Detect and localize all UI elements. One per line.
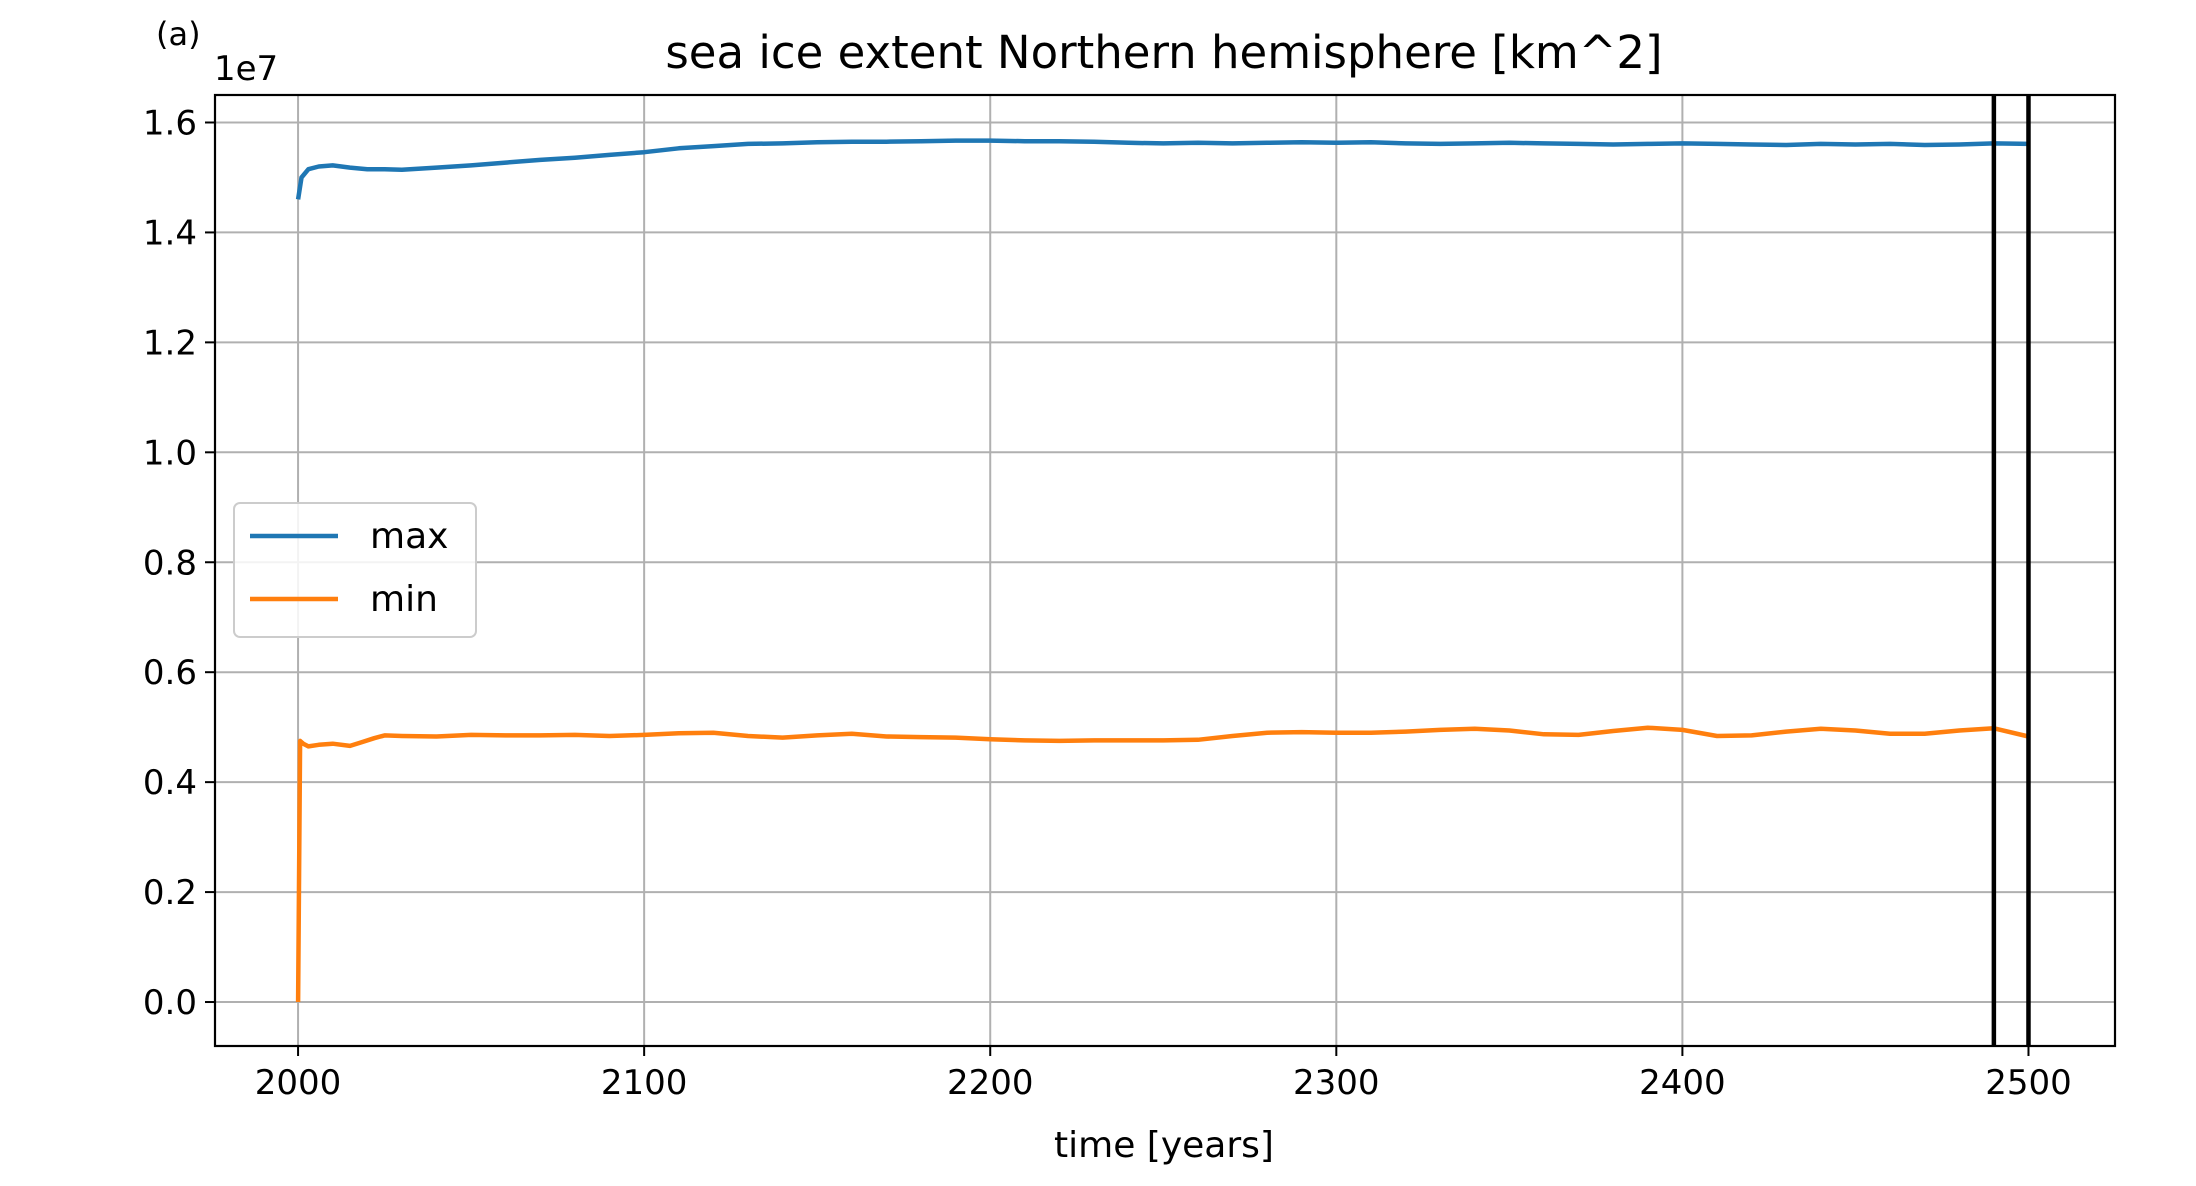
x-tick-label: 2500: [1985, 1063, 2072, 1103]
y-tick-label: 0.4: [143, 763, 197, 803]
x-tick-label: 2300: [1293, 1063, 1380, 1103]
y-tick-label: 1.4: [143, 213, 197, 253]
plot-frame: [213, 93, 2117, 1048]
x-tick-label: 2400: [1639, 1063, 1726, 1103]
legend: max min: [233, 502, 477, 638]
y-tick-label: 0.2: [143, 873, 197, 913]
series-line-min: [295, 725, 2030, 1003]
x-tick-label: 2000: [255, 1063, 342, 1103]
panel-tag: (a): [156, 15, 201, 53]
y-tick-label: 0.8: [143, 543, 197, 583]
x-tick-label: 2100: [601, 1063, 688, 1103]
x-axis-label: time [years]: [1054, 1125, 1274, 1166]
y-tick-label: 1.0: [143, 433, 197, 473]
y-tick-label: 1.2: [143, 323, 197, 363]
chart-title: sea ice extent Northern hemisphere [km^2…: [665, 26, 1662, 79]
x-tick-label: 2200: [947, 1063, 1034, 1103]
series-layer: [295, 138, 2030, 1003]
vertical-line-layer: [1991, 95, 2031, 1046]
legend-label-min: min: [370, 579, 438, 620]
grid-layer: [215, 95, 2115, 1046]
y-tick-label: 1.6: [143, 103, 197, 143]
y-tick-label: 0.0: [143, 983, 197, 1023]
y-tick-label: 0.6: [143, 653, 197, 693]
y-offset-text: 1e7: [214, 49, 278, 89]
tick-layer: 2000 2100 2200 2300 2400 2500 0.0 0.2 0.4 0.6 0.8 1…: [143, 103, 2072, 1103]
legend-label-max: max: [370, 516, 448, 557]
series-line-max: [295, 138, 2029, 200]
